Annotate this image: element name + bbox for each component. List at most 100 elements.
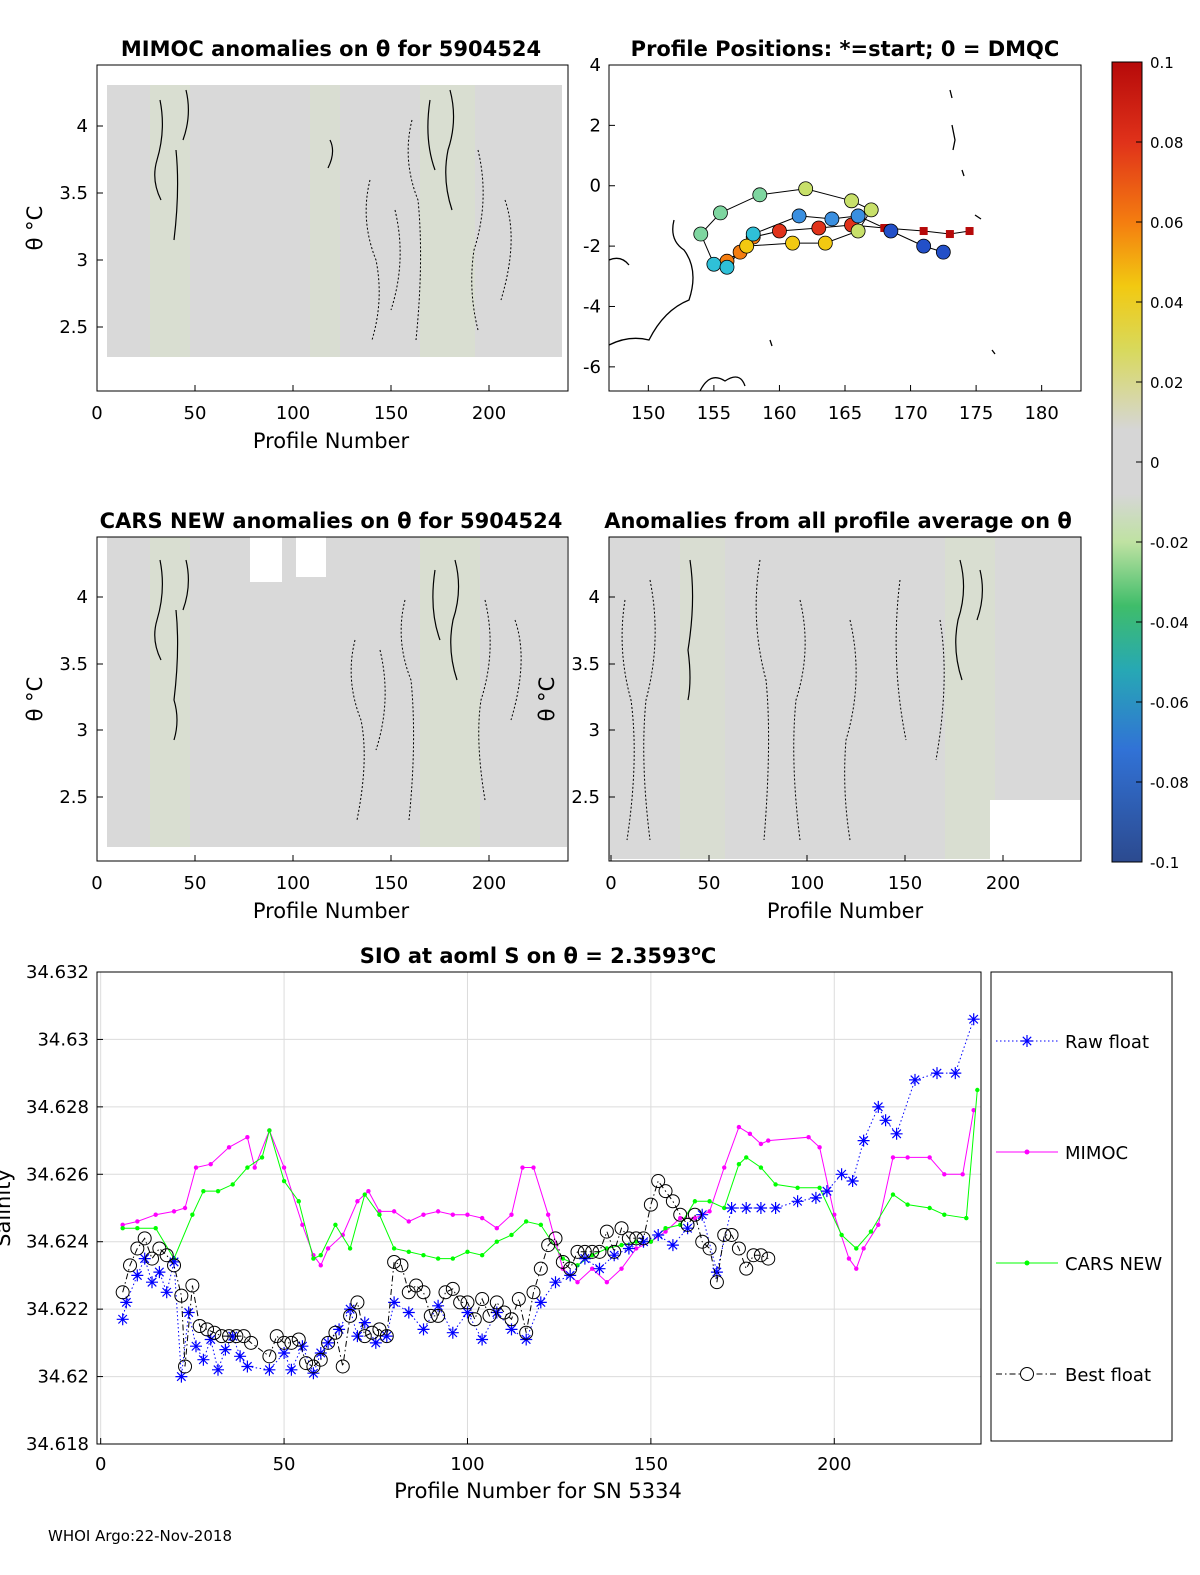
best-float-point bbox=[592, 1244, 607, 1259]
coastline bbox=[609, 89, 996, 391]
best-float-point bbox=[185, 1278, 200, 1293]
mimoc-point bbox=[817, 1145, 822, 1150]
salinity-grid bbox=[97, 971, 981, 1445]
best-float-point bbox=[244, 1335, 259, 1350]
positions-xtick: 175 bbox=[959, 403, 993, 424]
best-float-point bbox=[629, 1231, 644, 1246]
cars-xtick: 150 bbox=[374, 873, 408, 894]
salinity-ytick: 34.632 bbox=[26, 962, 89, 983]
raw-float-line bbox=[122, 1019, 975, 1377]
raw-float-point bbox=[168, 1255, 180, 1268]
cars-new-point bbox=[663, 1226, 668, 1231]
raw-float-point bbox=[138, 1252, 151, 1265]
mimoc-point bbox=[663, 1229, 668, 1234]
best-float-point bbox=[475, 1292, 490, 1307]
best-float-point bbox=[445, 1281, 460, 1296]
mimoc-point bbox=[494, 1226, 500, 1231]
float-position-marker bbox=[965, 227, 974, 236]
float-position-marker bbox=[706, 256, 722, 272]
salinity-ytick: 34.622 bbox=[26, 1299, 89, 1320]
salinity-ytick: 34.624 bbox=[26, 1232, 89, 1253]
mimoc-point bbox=[806, 1135, 811, 1140]
best-float-point bbox=[431, 1308, 446, 1323]
float-position-marker bbox=[693, 226, 709, 242]
cars-new-point bbox=[817, 1185, 822, 1190]
float-position-marker bbox=[739, 238, 755, 254]
allavg-xtick: 200 bbox=[986, 873, 1020, 894]
cars-xtick: 200 bbox=[472, 873, 506, 894]
colorbar: 0.1 0.08 0.06 0.04 0.02 0 -0.02 -0.04 -0.06 -0.08… bbox=[1111, 54, 1189, 872]
series-raw-float bbox=[116, 1013, 980, 1383]
cars-new-point bbox=[868, 1229, 874, 1234]
raw-float-point bbox=[505, 1323, 518, 1336]
mimoc-point bbox=[861, 1246, 866, 1251]
best-float-point bbox=[159, 1248, 174, 1263]
cars-ytick: 2.5 bbox=[59, 787, 88, 808]
cars-new-point bbox=[120, 1226, 125, 1231]
best-float-point bbox=[387, 1254, 402, 1269]
mimoc-point bbox=[971, 1108, 976, 1113]
cars-xtick: 50 bbox=[184, 873, 207, 894]
raw-float-point bbox=[333, 1323, 346, 1336]
cars-new-point bbox=[267, 1128, 272, 1133]
cars-new-point bbox=[905, 1202, 910, 1207]
colorbar-tick: 0.08 bbox=[1150, 134, 1183, 152]
mimoc-xtick: 150 bbox=[374, 403, 408, 424]
cars-new-point bbox=[890, 1192, 896, 1197]
best-float-point bbox=[145, 1251, 160, 1266]
raw-float-point bbox=[153, 1266, 166, 1279]
cars-anomaly-field bbox=[97, 537, 568, 861]
best-float-point bbox=[328, 1325, 343, 1340]
best-float-point bbox=[746, 1248, 761, 1263]
positions-xtick: 165 bbox=[828, 403, 862, 424]
best-float-point bbox=[321, 1335, 336, 1350]
colorbar-ticks: 0.1 0.08 0.06 0.04 0.02 0 -0.02 -0.04 -0.06 -0.08… bbox=[1136, 54, 1189, 872]
mimoc-point bbox=[435, 1209, 441, 1214]
float-position-marker bbox=[798, 181, 814, 197]
colorbar-tick: 0.02 bbox=[1150, 374, 1183, 392]
raw-float-point bbox=[160, 1286, 173, 1299]
mimoc-point bbox=[575, 1279, 580, 1285]
best-float-point bbox=[229, 1329, 244, 1344]
series-cars-new bbox=[120, 1087, 980, 1268]
best-float-point bbox=[365, 1325, 380, 1340]
raw-float-point bbox=[446, 1326, 459, 1339]
best-float-point bbox=[519, 1325, 534, 1340]
positions-ytick: -4 bbox=[583, 296, 601, 317]
best-float-point bbox=[335, 1359, 350, 1374]
best-float-point bbox=[717, 1227, 732, 1242]
cars-new-point bbox=[450, 1256, 456, 1261]
mimoc-point bbox=[927, 1155, 932, 1160]
best-float-point bbox=[200, 1322, 215, 1337]
best-float-point bbox=[489, 1295, 504, 1310]
raw-float-point bbox=[120, 1296, 133, 1309]
mimoc-ytick: 2.5 bbox=[59, 317, 88, 338]
best-float-point bbox=[607, 1244, 622, 1259]
raw-float-point bbox=[754, 1202, 767, 1214]
cars-x-label: Profile Number bbox=[253, 899, 410, 923]
best-float-point bbox=[192, 1319, 207, 1333]
raw-float-point bbox=[681, 1222, 694, 1235]
mimoc-point bbox=[465, 1212, 470, 1217]
best-float-point bbox=[178, 1359, 193, 1374]
best-float-point bbox=[467, 1312, 482, 1327]
legend-label-cars-new: CARS NEW bbox=[1065, 1254, 1162, 1275]
mimoc-point bbox=[355, 1199, 360, 1204]
mimoc-xtick: 100 bbox=[276, 403, 310, 424]
raw-float-point bbox=[402, 1306, 415, 1319]
cars-panel-title: CARS NEW anomalies on θ for 5904524 bbox=[100, 509, 563, 533]
best-float-point bbox=[130, 1241, 145, 1256]
cars-new-point bbox=[692, 1199, 698, 1204]
mimoc-point bbox=[281, 1165, 287, 1170]
allavg-ytick: 3 bbox=[589, 720, 600, 741]
float-position-marker bbox=[772, 223, 787, 239]
cars-xtick: 100 bbox=[276, 873, 310, 894]
mimoc-ytick: 3 bbox=[77, 250, 88, 271]
positions-xtick: 170 bbox=[893, 403, 927, 424]
best-float-point bbox=[269, 1329, 284, 1344]
raw-float-point bbox=[967, 1013, 980, 1026]
best-float-point bbox=[423, 1308, 438, 1323]
best-float-point bbox=[680, 1217, 695, 1232]
raw-float-point bbox=[791, 1195, 804, 1208]
best-float-point bbox=[577, 1244, 592, 1259]
